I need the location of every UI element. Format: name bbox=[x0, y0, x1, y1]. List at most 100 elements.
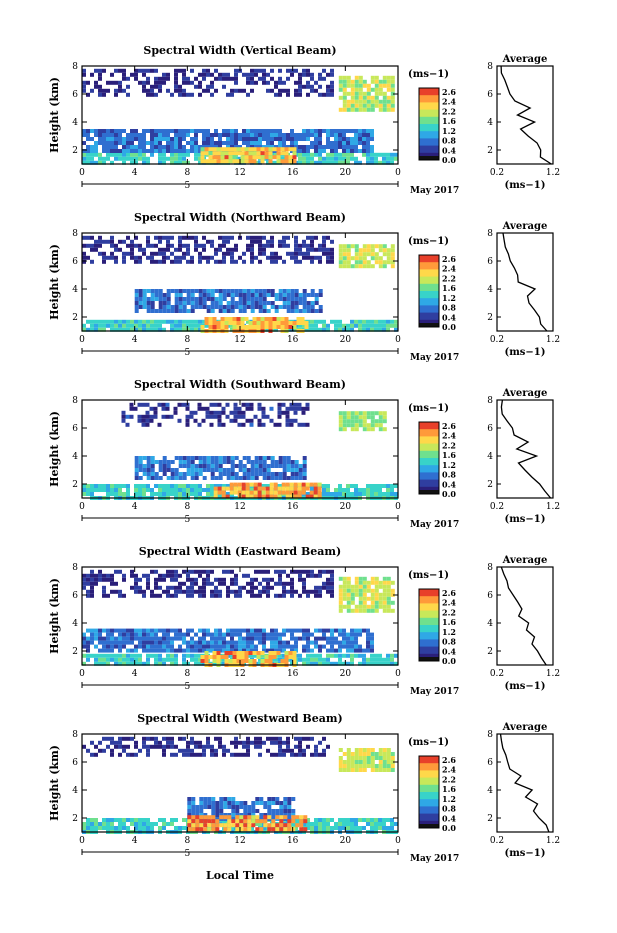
heatmap-cell bbox=[82, 632, 86, 637]
heatmap-cell bbox=[358, 748, 363, 752]
heatmap-cell bbox=[114, 145, 118, 149]
heatmap-cell bbox=[218, 581, 222, 586]
heatmap-cell bbox=[370, 145, 374, 149]
heatmap-cell bbox=[142, 589, 146, 594]
heatmap-cell bbox=[174, 632, 178, 637]
heatmap-cell bbox=[261, 414, 266, 419]
heatmap-cell bbox=[182, 133, 186, 137]
heatmap-cell bbox=[394, 152, 398, 157]
heatmap-cell bbox=[198, 464, 203, 468]
heatmap-cell bbox=[302, 156, 306, 161]
heatmap-cell bbox=[278, 464, 283, 468]
heatmap-cell bbox=[378, 152, 382, 157]
heatmap-cell bbox=[154, 149, 158, 153]
heatmap-cell bbox=[121, 410, 126, 415]
heatmap-cell bbox=[281, 410, 286, 415]
heatmap-cell bbox=[258, 822, 262, 826]
heatmap-cell bbox=[354, 752, 359, 756]
heatmap-cell bbox=[310, 133, 314, 137]
heatmap-cell bbox=[273, 494, 278, 499]
heatmap-cell bbox=[212, 655, 217, 659]
heatmap-cell bbox=[314, 235, 318, 240]
heatmap-cell bbox=[214, 76, 218, 81]
heatmap-cell bbox=[166, 585, 170, 590]
heatmap-cell bbox=[220, 151, 225, 156]
heatmap-cell bbox=[126, 149, 130, 153]
heatmap-cell bbox=[277, 494, 282, 499]
heatmap-cell bbox=[366, 628, 370, 633]
heatmap-cell bbox=[330, 84, 334, 89]
heatmap-cell bbox=[208, 655, 213, 659]
heatmap-cell bbox=[138, 460, 143, 464]
heatmap-cell bbox=[354, 648, 358, 653]
heatmap-cell bbox=[354, 488, 358, 492]
heatmap-cell bbox=[170, 243, 174, 248]
heatmap-cell bbox=[244, 151, 249, 156]
heatmap-cell bbox=[98, 628, 102, 633]
heatmap-cell bbox=[126, 661, 130, 666]
heatmap-cell bbox=[394, 661, 398, 666]
heatmap-cell bbox=[366, 427, 371, 432]
heatmap-cell bbox=[206, 581, 210, 586]
heatmap-cell bbox=[162, 632, 166, 637]
heatmap-cell bbox=[82, 156, 86, 161]
heatmap-cell bbox=[82, 744, 86, 749]
heatmap-cell bbox=[206, 88, 210, 93]
heatmap-cell bbox=[326, 628, 330, 633]
heatmap-cell bbox=[278, 593, 282, 598]
heatmap-cell bbox=[276, 325, 281, 329]
heatmap-cell bbox=[248, 147, 253, 152]
heatmap-cell bbox=[236, 655, 241, 659]
heatmap-cell bbox=[354, 133, 358, 137]
heatmap-cell bbox=[294, 289, 299, 293]
heatmap-cell bbox=[258, 239, 262, 244]
heatmap-cell bbox=[358, 608, 363, 613]
heatmap-cell bbox=[250, 297, 255, 301]
heatmap-cell bbox=[260, 325, 265, 329]
heatmap-cell bbox=[210, 468, 215, 472]
heatmap-cell bbox=[182, 156, 186, 161]
heatmap-cell bbox=[130, 653, 134, 658]
heatmap-cell bbox=[362, 327, 366, 332]
heatmap-cell bbox=[354, 576, 359, 581]
heatmap-cell bbox=[190, 628, 194, 633]
heatmap-cell bbox=[114, 644, 118, 649]
heatmap-cell bbox=[226, 472, 231, 476]
heatmap-cell bbox=[201, 418, 206, 423]
heatmap-cell bbox=[386, 596, 391, 601]
heatmap-cell bbox=[254, 740, 258, 745]
heatmap-cell bbox=[243, 801, 248, 805]
heatmap-cell bbox=[302, 251, 306, 256]
heatmap-cell bbox=[342, 580, 347, 585]
heatmap-cell bbox=[194, 239, 198, 244]
heatmap-cell bbox=[212, 147, 217, 152]
heatmap-cell bbox=[98, 323, 102, 328]
heatmap-cell bbox=[330, 239, 334, 244]
heatmap-cell bbox=[382, 264, 387, 269]
heatmap-cell bbox=[274, 80, 278, 85]
heatmap-cell bbox=[378, 600, 383, 605]
heatmap-cell bbox=[310, 255, 314, 260]
heatmap-cell bbox=[278, 88, 282, 93]
heatmap-cell bbox=[378, 748, 383, 752]
heatmap-cell bbox=[302, 644, 306, 649]
panel-title: Spectral Width (Eastward Beam) bbox=[139, 545, 341, 558]
average-y-tick-label: 6 bbox=[487, 591, 493, 601]
heatmap-cell bbox=[240, 151, 245, 156]
heatmap-cell bbox=[370, 99, 375, 104]
heatmap-cell bbox=[330, 492, 334, 496]
heatmap-cell bbox=[182, 319, 186, 324]
heatmap-cell bbox=[255, 819, 260, 824]
heatmap-cell bbox=[200, 659, 205, 663]
heatmap-cell bbox=[154, 644, 158, 649]
heatmap-cell bbox=[134, 259, 138, 264]
heatmap-cell bbox=[191, 809, 196, 813]
heatmap-cell bbox=[314, 309, 319, 313]
heatmap-cell bbox=[162, 818, 166, 822]
heatmap-cell bbox=[318, 149, 322, 153]
heatmap-cell bbox=[142, 488, 146, 492]
heatmap-cell bbox=[275, 827, 280, 832]
heatmap-cell bbox=[236, 659, 241, 663]
colorbar-tick-label: 0.0 bbox=[442, 489, 456, 499]
heatmap-cell bbox=[110, 653, 114, 658]
